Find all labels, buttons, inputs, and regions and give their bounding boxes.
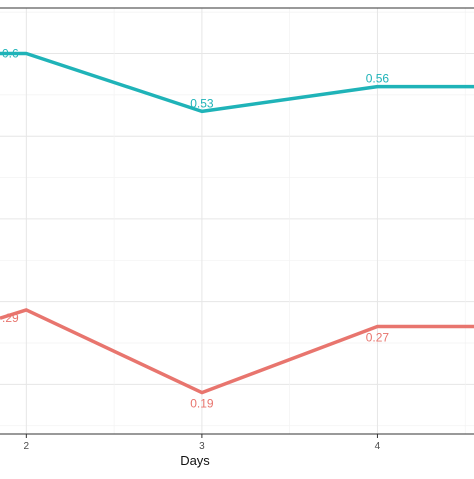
x-tick-label: 3	[199, 441, 205, 452]
x-axis-title: Days	[180, 453, 210, 468]
x-axis-ticks: 2 3 4	[24, 434, 381, 452]
plot-panel	[0, 8, 474, 434]
series-line	[0, 51, 474, 114]
data-labels: 0.6 0.53 0.56 .29 0.19 0.27	[2, 46, 389, 410]
data-label: .29	[2, 311, 19, 325]
data-label: 0.19	[190, 397, 214, 411]
series-lines	[0, 51, 474, 395]
series-line	[0, 308, 474, 395]
gridlines	[0, 8, 474, 434]
x-tick-label: 2	[24, 441, 30, 452]
data-label: 0.53	[190, 96, 214, 110]
x-tick-label: 4	[375, 441, 381, 452]
data-label: 0.27	[366, 330, 390, 344]
data-label: 0.56	[366, 72, 390, 86]
data-label: 0.6	[2, 46, 19, 60]
